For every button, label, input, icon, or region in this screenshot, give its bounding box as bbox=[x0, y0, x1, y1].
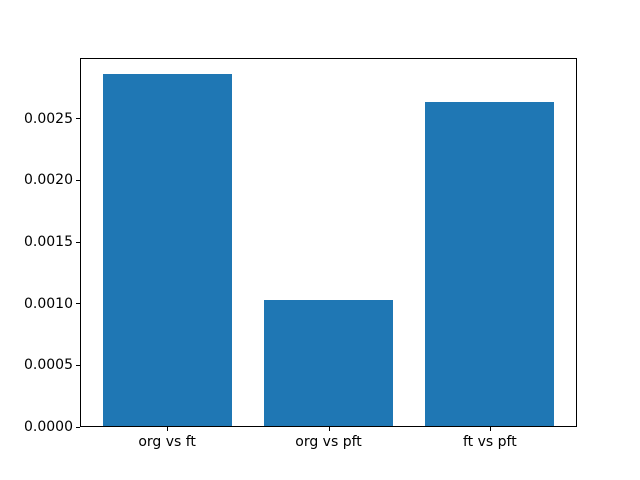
y-tick-label: 0.0015 bbox=[24, 234, 73, 251]
y-tick-label: 0.0020 bbox=[24, 172, 73, 189]
x-tick-label: ft vs pft bbox=[463, 434, 517, 450]
plot-area bbox=[80, 58, 577, 427]
x-tick-label: org vs pft bbox=[295, 434, 362, 450]
x-tick-mark bbox=[167, 427, 169, 431]
y-tick-label: 0.0005 bbox=[24, 357, 73, 374]
x-tick-label: org vs ft bbox=[138, 434, 196, 450]
x-tick-mark bbox=[328, 427, 330, 431]
y-tick-label: 0.0000 bbox=[24, 419, 73, 435]
bar-ft-vs-pft bbox=[425, 101, 555, 427]
x-tick-mark bbox=[489, 427, 491, 431]
y-tick-mark bbox=[76, 118, 80, 120]
y-tick-mark bbox=[76, 426, 80, 428]
bar-org-vs-ft bbox=[102, 74, 232, 427]
y-tick-mark bbox=[76, 241, 80, 243]
y-tick-mark bbox=[76, 303, 80, 305]
y-tick-label: 0.0025 bbox=[24, 110, 73, 127]
y-tick-mark bbox=[76, 364, 80, 366]
bar-org-vs-pft bbox=[263, 300, 394, 427]
y-tick-mark bbox=[76, 179, 80, 181]
y-tick-label: 0.0010 bbox=[24, 295, 73, 312]
